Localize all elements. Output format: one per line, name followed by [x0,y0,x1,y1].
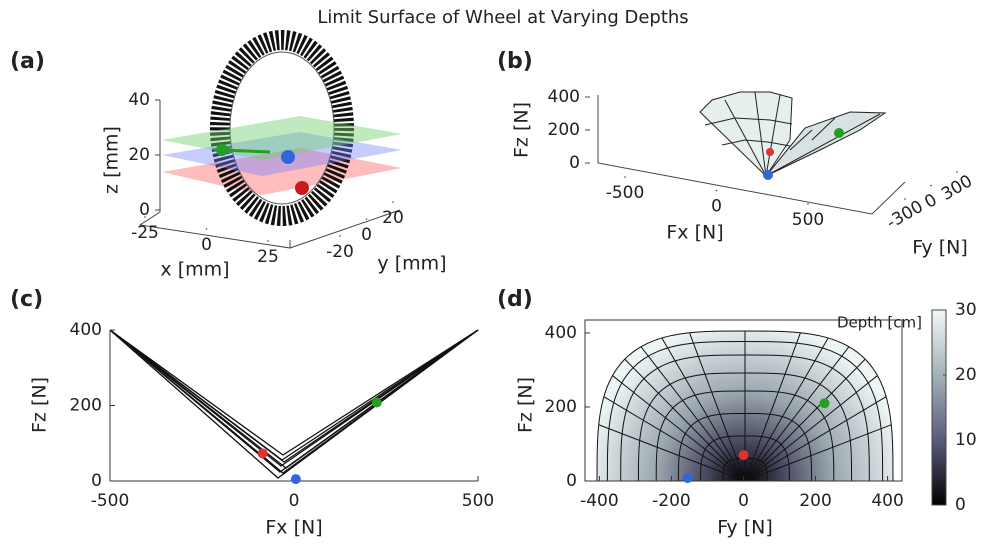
z-tick-label: 200 [548,120,580,140]
y-tick [366,218,368,220]
x-tick-label: -25 [131,223,159,243]
y-tick [930,185,932,187]
x-tick-label: 400 [871,491,903,511]
y-axis-label: Fz [N] [515,377,537,433]
x-tick-label: 0 [711,197,722,217]
y-tick-label: 400 [70,320,102,340]
y-tick [904,198,906,200]
panel-label: (d) [497,287,533,312]
x-axis-label: Fx [N] [265,517,322,539]
axis-label: y [mm] [377,253,446,275]
z-tick-label: 20 [128,145,150,165]
colorbar-tick-label: 30 [955,300,977,320]
x-tick-label: 0 [738,491,749,511]
panel-label: (a) [10,49,45,74]
figure-title: Limit Surface of Wheel at Varying Depths [317,7,688,28]
y-tick-label: 0 [361,225,372,245]
x-tick-label: 500 [462,491,494,511]
x-tick-label: -400 [580,491,619,511]
axis-label: Fx [N] [666,222,723,244]
x-tick [206,228,208,230]
v-surface [110,330,478,478]
axis-label: x [mm] [160,259,229,281]
x-tick [267,240,269,242]
point [258,448,268,458]
x-tick [716,190,718,192]
panel-label: (b) [497,49,533,74]
x-tick-label: -500 [606,183,645,203]
point [820,398,830,408]
y-tick-label: 0 [91,471,102,491]
figure: Limit Surface of Wheel at Varying Depths [0,0,1005,546]
y-tick-label: 20 [382,208,404,228]
x-tick [624,176,626,178]
y-tick [339,235,341,237]
colorbar-tick-label: 20 [955,365,977,385]
x-tick-label: 25 [257,247,279,267]
y-tick [392,201,394,203]
y-tick-label: -20 [326,242,354,262]
x-tick-label: 0 [201,235,212,255]
x-tick [144,216,146,218]
point [683,473,693,483]
wheel-drawing [140,40,402,248]
z-tick-label: 40 [128,90,150,110]
colorbar-tick-label: 10 [955,430,977,450]
colorbar [932,310,946,505]
z-tick-label: 0 [569,153,580,173]
x-tick-label: -200 [652,491,691,511]
colorbar-label: Depth [cm] [837,314,922,332]
axis-label: Fy [N] [912,237,968,259]
y-tick-label: 200 [70,396,102,416]
y-axis-label: Fz [N] [29,377,51,433]
x-tick-label: -500 [91,491,130,511]
y-tick-label: 0 [566,471,577,491]
y-tick-label: 0 [921,190,940,213]
y-tick [956,171,958,173]
y-tick-label: 300 [938,171,976,205]
panel-label: (c) [10,287,43,312]
axis-label: Fz [N] [511,102,533,158]
x-tick [807,203,809,205]
x-tick-label: 500 [792,210,824,230]
point [291,474,301,484]
colorbar-tick-label: 0 [955,495,966,515]
y-tick-label: 400 [545,323,577,343]
x-tick-label: 200 [799,491,831,511]
y-tick-label: -300 [883,197,926,234]
z-tick-label: 400 [548,87,580,107]
x-tick-label: 0 [289,491,300,511]
point [739,450,749,460]
point [372,397,382,407]
x-axis-label: Fy [N] [717,517,773,539]
y-tick-label: 200 [545,397,577,417]
axis-label: z [mm] [101,126,123,194]
